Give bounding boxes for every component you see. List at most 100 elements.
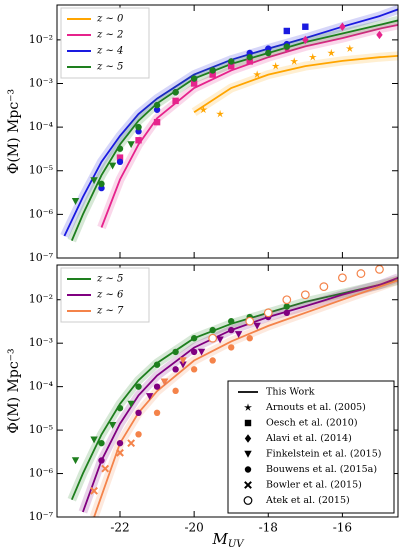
marker (209, 326, 216, 334)
marker (190, 80, 198, 87)
axes-frame (56, 264, 399, 518)
marker (376, 30, 383, 40)
plot-area (60, 5, 398, 243)
marker (216, 109, 225, 118)
marker (179, 357, 187, 365)
marker (345, 44, 354, 52)
legend-label: This Work (266, 387, 315, 398)
marker (216, 336, 224, 344)
legend-label: z ∼ 5 (96, 62, 123, 73)
plot-area (67, 265, 398, 517)
marker (116, 145, 124, 152)
legend-label: Finkelstein et al. (2015) (266, 449, 381, 460)
marker (209, 357, 216, 364)
marker (179, 361, 187, 369)
marker (263, 308, 273, 318)
y-tick-label: 10⁻⁷ (29, 510, 54, 523)
fit-line (93, 279, 398, 517)
marker (244, 434, 252, 443)
marker (199, 105, 208, 114)
legend: z ∼ 0 z ∼ 2 z ∼ 4 z ∼ 5 (60, 7, 150, 79)
marker (283, 309, 291, 317)
y-tick-label: 10⁻³ (29, 76, 53, 89)
marker (308, 53, 317, 61)
y-tick-label: 10⁻⁷ (29, 251, 54, 264)
marker (302, 23, 309, 30)
marker (338, 273, 347, 283)
marker (98, 457, 105, 464)
marker (135, 409, 142, 417)
marker (71, 457, 80, 465)
marker (101, 464, 110, 473)
marker (228, 344, 235, 351)
marker (209, 71, 216, 78)
marker (265, 49, 272, 57)
marker (116, 439, 124, 447)
x-label-sub: UV (228, 539, 245, 550)
marker (116, 158, 124, 166)
marker (228, 326, 235, 334)
y-tick-label: 10⁻⁵ (29, 423, 53, 436)
marker (127, 400, 135, 408)
marker (190, 335, 198, 342)
marker (172, 387, 179, 395)
marker (244, 403, 252, 411)
marker (243, 496, 253, 505)
marker (228, 62, 235, 70)
axes-frame (56, 4, 399, 259)
marker (228, 318, 235, 325)
x-tick-label: -18 (259, 521, 278, 535)
marker (172, 348, 179, 356)
marker (245, 316, 255, 326)
legend-label: Bouwens et al. (2015a) (266, 464, 377, 475)
marker (246, 58, 253, 65)
marker (234, 331, 243, 339)
marker (246, 335, 253, 342)
legend-label: Arnouts et al. (2005) (265, 402, 366, 413)
marker (71, 198, 80, 205)
marker (209, 67, 216, 74)
marker (208, 333, 218, 343)
marker (98, 439, 105, 447)
y-tick-label: 10⁻⁴ (29, 380, 54, 393)
y-tick-label: 10⁻⁶ (29, 207, 54, 220)
legend-label: Atek et al. (2015) (265, 495, 350, 506)
marker (356, 269, 366, 278)
marker (253, 70, 262, 78)
marker (172, 89, 179, 96)
y-tick-label: 10⁻³ (29, 336, 53, 349)
marker (127, 141, 135, 149)
marker (153, 409, 161, 417)
marker (116, 154, 124, 161)
y-tick-label: 10⁻⁵ (29, 164, 53, 177)
y-tick-label: 10⁻² (29, 33, 53, 46)
fit-line (193, 55, 398, 113)
marker (135, 123, 142, 131)
marker (145, 393, 154, 400)
y-label: Φ(M) Mpc⁻³ (6, 348, 22, 433)
y-label: Φ(M) Mpc⁻³ (6, 89, 22, 174)
x-label-main: M (211, 530, 228, 548)
marker (153, 118, 161, 126)
marker (283, 303, 291, 310)
marker (172, 366, 179, 373)
marker (190, 348, 198, 356)
legend-label: z ∼ 0 (96, 14, 124, 25)
marker (244, 481, 252, 489)
legend-label: z ∼ 6 (96, 290, 124, 301)
marker-legend: This Work Arnouts et al. (2005) Oesch et a… (227, 380, 395, 514)
marker (339, 22, 346, 31)
marker (172, 97, 179, 105)
marker (135, 137, 142, 144)
y-tick-label: 10⁻² (29, 293, 53, 306)
marker (135, 383, 142, 390)
marker (253, 322, 261, 330)
legend: z ∼ 5 z ∼ 6 z ∼ 7 (60, 267, 150, 323)
legend-label: z ∼ 7 (96, 306, 124, 317)
marker (98, 180, 105, 188)
marker (153, 106, 161, 113)
marker (90, 436, 98, 444)
x-tick-label: -20 (184, 521, 203, 535)
y-tick-label: 10⁻⁴ (29, 120, 54, 133)
